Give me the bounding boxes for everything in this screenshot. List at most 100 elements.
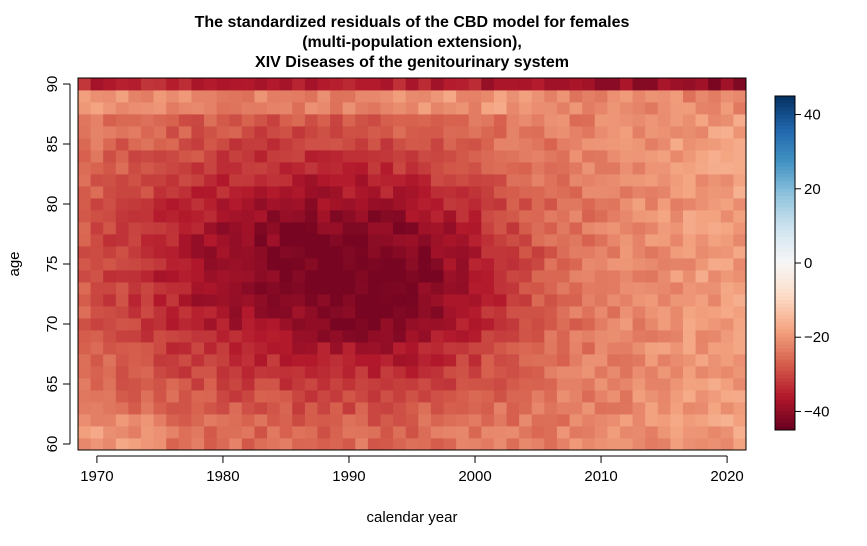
heatmap-cell: [519, 414, 533, 427]
x-tick-label: 2000: [458, 468, 491, 485]
heatmap-cell: [380, 270, 394, 283]
heatmap-cell: [481, 210, 495, 223]
heatmap-cell: [443, 174, 457, 187]
heatmap-cell: [733, 402, 747, 415]
heatmap-cell: [720, 102, 734, 115]
heatmap-cell: [430, 282, 444, 295]
heatmap-cell: [468, 126, 482, 139]
colorbar-segment: [775, 404, 795, 409]
heatmap-cell: [418, 366, 432, 379]
heatmap-cell: [443, 258, 457, 271]
heatmap-cell: [141, 210, 155, 223]
heatmap-cell: [393, 366, 407, 379]
heatmap-cell: [380, 90, 394, 103]
heatmap-cell: [468, 426, 482, 439]
heatmap-cell: [493, 330, 507, 343]
heatmap-cell: [733, 270, 747, 283]
colorbar-segment: [775, 118, 795, 123]
heatmap-cell: [418, 114, 432, 127]
heatmap-cell: [367, 378, 381, 391]
heatmap-cell: [254, 102, 268, 115]
colorbar-segment: [775, 203, 795, 208]
heatmap-cell: [355, 414, 369, 427]
heatmap-cell: [695, 114, 709, 127]
heatmap-cell: [254, 306, 268, 319]
heatmap-cell: [645, 258, 659, 271]
heatmap-cell: [317, 150, 331, 163]
heatmap-cell: [78, 234, 91, 247]
y-tick-label: 80: [44, 196, 61, 213]
heatmap-cell: [241, 186, 255, 199]
heatmap-cell: [695, 258, 709, 271]
heatmap-cell: [267, 138, 281, 151]
heatmap-cell: [405, 210, 419, 223]
heatmap-cell: [456, 282, 470, 295]
heatmap-cell: [267, 198, 281, 211]
heatmap-cell: [456, 210, 470, 223]
heatmap-cell: [607, 330, 621, 343]
heatmap-cell: [128, 438, 142, 451]
heatmap-cell: [191, 342, 205, 355]
heatmap-cell: [153, 150, 167, 163]
heatmap-cell: [405, 342, 419, 355]
heatmap-cell: [531, 126, 545, 139]
heatmap-cell: [191, 162, 205, 175]
heatmap-cell: [204, 222, 218, 235]
heatmap-cell: [582, 234, 596, 247]
heatmap-cell: [481, 174, 495, 187]
colorbar-segment: [775, 144, 795, 149]
heatmap-cell: [342, 390, 356, 403]
heatmap-cell: [733, 186, 747, 199]
heatmap-cell: [166, 306, 180, 319]
heatmap-cell: [204, 150, 218, 163]
heatmap-cell: [393, 150, 407, 163]
heatmap-cell: [90, 318, 104, 331]
heatmap-cell: [682, 258, 696, 271]
heatmap-cell: [330, 102, 344, 115]
heatmap-cell: [569, 390, 583, 403]
heatmap-cell: [733, 210, 747, 223]
heatmap-cell: [418, 90, 432, 103]
heatmap-cell: [594, 210, 608, 223]
heatmap-cell: [695, 78, 709, 91]
heatmap-cell: [330, 354, 344, 367]
heatmap-cell: [468, 354, 482, 367]
heatmap-cell: [153, 210, 167, 223]
heatmap-cell: [720, 414, 734, 427]
heatmap-cell: [456, 402, 470, 415]
heatmap-cell: [128, 426, 142, 439]
heatmap-cell: [657, 102, 671, 115]
heatmap-cell: [657, 270, 671, 283]
heatmap-cell: [254, 150, 268, 163]
heatmap-cell: [657, 222, 671, 235]
heatmap-cell: [241, 174, 255, 187]
heatmap-cell: [254, 414, 268, 427]
colorbar-segment: [775, 274, 795, 279]
heatmap-cell: [632, 258, 646, 271]
heatmap-cell: [178, 306, 192, 319]
heatmap-cell: [544, 270, 558, 283]
heatmap-cell: [204, 426, 218, 439]
heatmap-cell: [733, 198, 747, 211]
heatmap-cell: [279, 138, 293, 151]
colorbar-segment: [775, 103, 795, 108]
heatmap-cell: [695, 390, 709, 403]
heatmap-cell: [493, 354, 507, 367]
heatmap-cell: [456, 342, 470, 355]
heatmap-cell: [556, 258, 570, 271]
heatmap-cell: [342, 366, 356, 379]
heatmap-cell: [342, 306, 356, 319]
heatmap-cell: [493, 426, 507, 439]
heatmap-cell: [115, 186, 129, 199]
heatmap-cell: [229, 306, 243, 319]
heatmap-cell: [191, 246, 205, 259]
heatmap-cell: [267, 390, 281, 403]
y-tick-label: 60: [44, 436, 61, 453]
heatmap-cell: [682, 438, 696, 451]
heatmap-cell: [645, 234, 659, 247]
heatmap-cell: [330, 378, 344, 391]
heatmap-cell: [216, 126, 230, 139]
heatmap-cell: [367, 426, 381, 439]
heatmap-cell: [355, 330, 369, 343]
heatmap-cell: [216, 114, 230, 127]
